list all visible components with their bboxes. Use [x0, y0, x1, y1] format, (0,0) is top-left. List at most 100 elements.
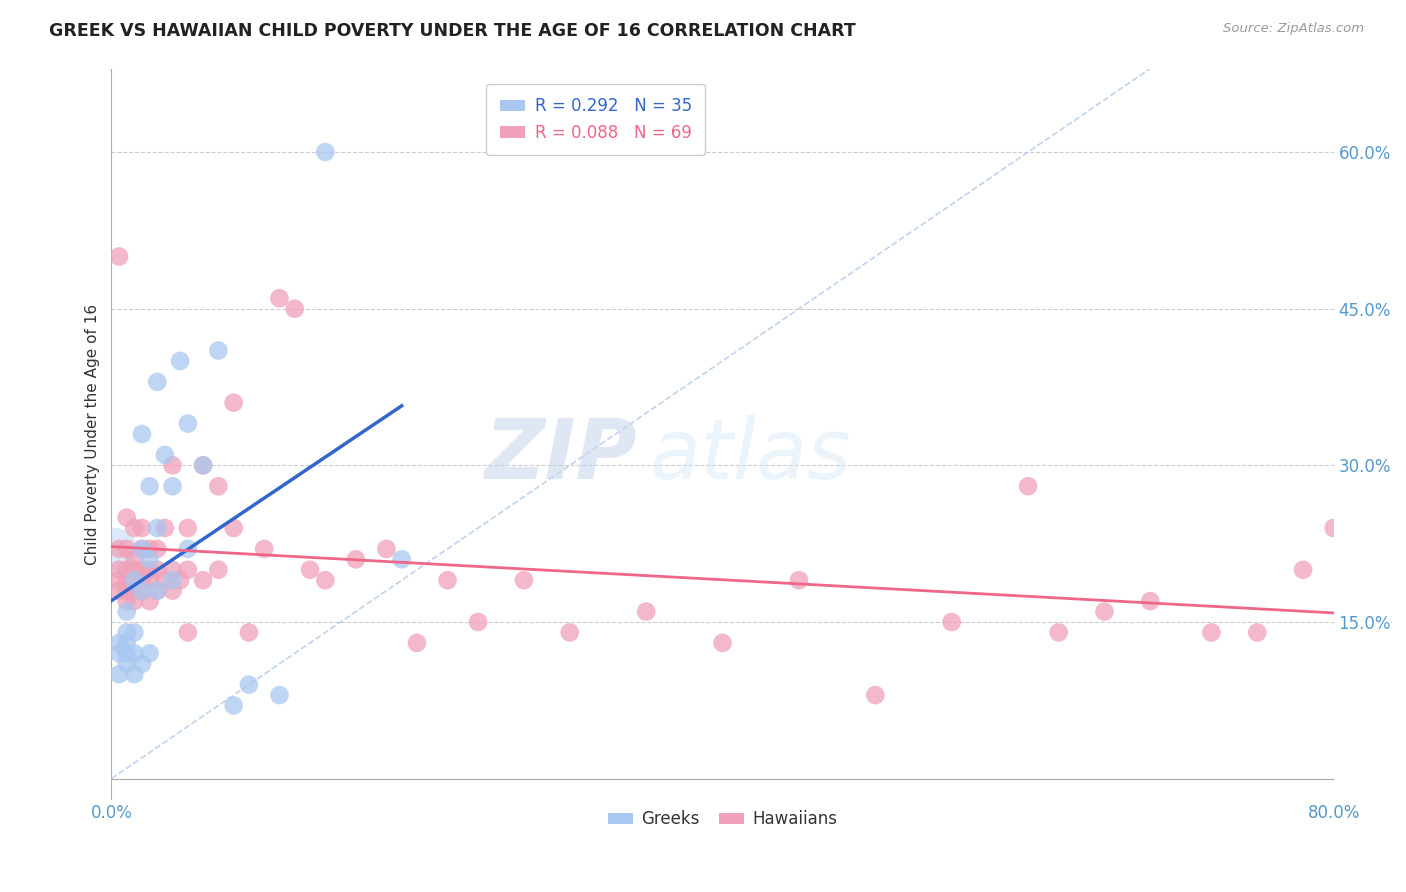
- Point: [124, 521, 146, 535]
- Point: [314, 573, 336, 587]
- Point: [108, 250, 131, 264]
- Point: [124, 646, 146, 660]
- Point: [314, 145, 336, 159]
- Point: [787, 573, 810, 587]
- Point: [108, 541, 131, 556]
- Point: [284, 301, 307, 316]
- Point: [138, 552, 160, 566]
- Point: [162, 479, 184, 493]
- Point: [191, 458, 214, 473]
- Point: [115, 646, 138, 660]
- Point: [222, 698, 245, 713]
- Point: [124, 563, 146, 577]
- Point: [177, 541, 200, 556]
- Point: [344, 552, 367, 566]
- Point: [153, 573, 176, 587]
- Point: [115, 583, 138, 598]
- Point: [115, 573, 138, 587]
- Point: [131, 563, 153, 577]
- Point: [131, 521, 153, 535]
- Point: [138, 573, 160, 587]
- Point: [711, 636, 734, 650]
- Point: [146, 563, 169, 577]
- Point: [115, 594, 138, 608]
- Point: [191, 458, 214, 473]
- Point: [375, 541, 398, 556]
- Point: [177, 563, 200, 577]
- Point: [124, 625, 146, 640]
- Point: [124, 583, 146, 598]
- Point: [162, 563, 184, 577]
- Point: [115, 605, 138, 619]
- Point: [191, 573, 214, 587]
- Point: [146, 521, 169, 535]
- Point: [115, 563, 138, 577]
- Point: [636, 605, 658, 619]
- Text: Source: ZipAtlas.com: Source: ZipAtlas.com: [1223, 22, 1364, 36]
- Point: [146, 375, 169, 389]
- Point: [115, 625, 138, 640]
- Text: GREEK VS HAWAIIAN CHILD POVERTY UNDER THE AGE OF 16 CORRELATION CHART: GREEK VS HAWAIIAN CHILD POVERTY UNDER TH…: [49, 22, 856, 40]
- Point: [941, 615, 963, 629]
- Point: [177, 521, 200, 535]
- Point: [1201, 625, 1223, 640]
- Point: [222, 395, 245, 409]
- Text: ZIP: ZIP: [484, 416, 637, 497]
- Point: [115, 510, 138, 524]
- Point: [1323, 521, 1346, 535]
- Point: [269, 688, 291, 702]
- Point: [131, 427, 153, 442]
- Point: [131, 541, 153, 556]
- Point: [131, 573, 153, 587]
- Point: [115, 657, 138, 671]
- Point: [104, 541, 127, 556]
- Point: [108, 573, 131, 587]
- Point: [169, 573, 191, 587]
- Point: [124, 667, 146, 681]
- Text: atlas: atlas: [650, 416, 851, 497]
- Point: [138, 563, 160, 577]
- Point: [253, 541, 276, 556]
- Point: [138, 479, 160, 493]
- Point: [153, 521, 176, 535]
- Point: [1094, 605, 1116, 619]
- Point: [1139, 594, 1161, 608]
- Point: [391, 552, 413, 566]
- Point: [124, 552, 146, 566]
- Point: [207, 563, 229, 577]
- Point: [146, 583, 169, 598]
- Point: [138, 594, 160, 608]
- Point: [146, 541, 169, 556]
- Point: [467, 615, 489, 629]
- Point: [124, 573, 146, 587]
- Point: [1047, 625, 1070, 640]
- Point: [269, 291, 291, 305]
- Point: [207, 343, 229, 358]
- Point: [238, 678, 260, 692]
- Point: [108, 636, 131, 650]
- Point: [207, 479, 229, 493]
- Point: [115, 636, 138, 650]
- Point: [153, 448, 176, 462]
- Point: [162, 458, 184, 473]
- Point: [124, 594, 146, 608]
- Point: [146, 583, 169, 598]
- Point: [436, 573, 458, 587]
- Point: [406, 636, 429, 650]
- Point: [131, 657, 153, 671]
- Point: [115, 541, 138, 556]
- Point: [108, 646, 131, 660]
- Point: [131, 583, 153, 598]
- Legend: Greeks, Hawaiians: Greeks, Hawaiians: [600, 804, 844, 835]
- Point: [1246, 625, 1268, 640]
- Y-axis label: Child Poverty Under the Age of 16: Child Poverty Under the Age of 16: [86, 303, 100, 565]
- Point: [138, 541, 160, 556]
- Point: [162, 583, 184, 598]
- Point: [177, 625, 200, 640]
- Point: [1017, 479, 1039, 493]
- Point: [169, 354, 191, 368]
- Point: [108, 583, 131, 598]
- Point: [558, 625, 581, 640]
- Point: [177, 417, 200, 431]
- Point: [131, 583, 153, 598]
